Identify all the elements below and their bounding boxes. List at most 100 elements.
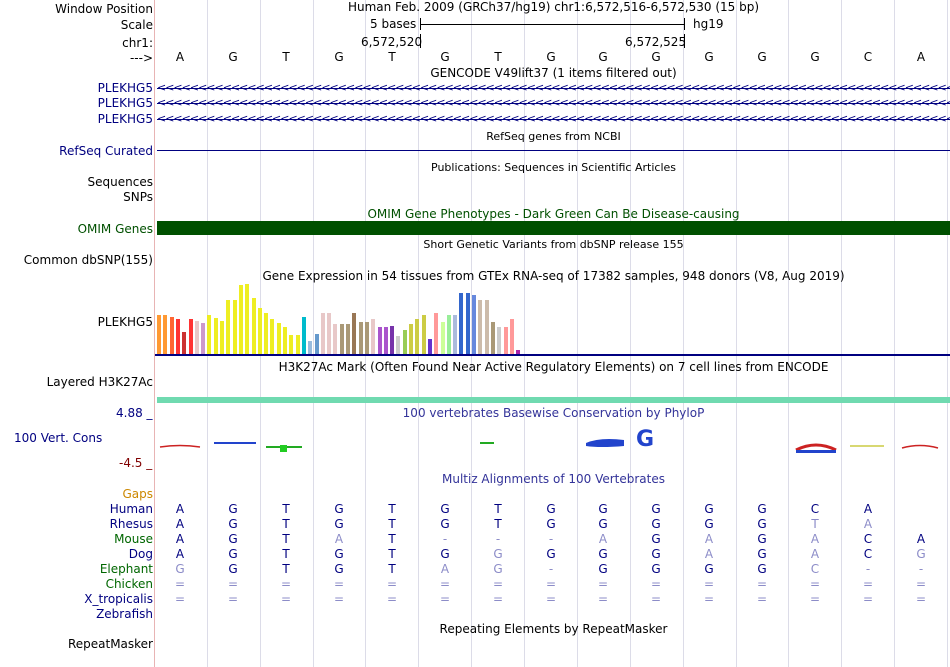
species-label[interactable]: Human bbox=[109, 502, 153, 516]
gtex-tissue-bar[interactable] bbox=[472, 295, 476, 354]
alignment-base: G bbox=[546, 547, 556, 561]
multiz-track-title: Multiz Alignments of 100 Vertebrates bbox=[441, 472, 666, 486]
gtex-tissue-bar[interactable] bbox=[510, 319, 514, 354]
gtex-tissue-bar[interactable] bbox=[252, 298, 256, 354]
species-label[interactable]: Dog bbox=[128, 547, 153, 561]
gtex-tissue-bar[interactable] bbox=[163, 315, 167, 354]
gtex-tissue-bar[interactable] bbox=[346, 324, 350, 354]
gtex-tissue-bar[interactable] bbox=[516, 350, 520, 354]
gtex-tissue-bar[interactable] bbox=[201, 323, 205, 354]
alignment-base: G bbox=[651, 562, 661, 576]
gtex-tissue-bar[interactable] bbox=[239, 285, 243, 354]
alignment-base: = bbox=[333, 592, 345, 606]
species-label[interactable]: Chicken bbox=[105, 577, 153, 591]
h3k27ac-signal[interactable] bbox=[157, 397, 950, 403]
gtex-tissue-bar[interactable] bbox=[283, 327, 287, 354]
gtex-tissue-bar[interactable] bbox=[378, 327, 382, 354]
snps-label[interactable]: SNPs bbox=[123, 190, 153, 204]
alignment-base: A bbox=[175, 502, 185, 516]
species-label[interactable]: X_tropicalis bbox=[84, 592, 153, 606]
gtex-tissue-bar[interactable] bbox=[189, 319, 193, 354]
gtex-tissue-bar[interactable] bbox=[459, 293, 463, 354]
species-label[interactable]: Zebrafish bbox=[96, 607, 153, 621]
alignment-base: - bbox=[548, 562, 554, 576]
refseq-gene-line[interactable] bbox=[157, 150, 950, 151]
gencode-label-1[interactable]: PLEKHG5 bbox=[97, 81, 153, 95]
h3k27ac-label[interactable]: Layered H3K27Ac bbox=[46, 375, 153, 389]
gtex-tissue-bar[interactable] bbox=[157, 315, 161, 354]
gtex-tissue-bar[interactable] bbox=[296, 335, 300, 354]
gtex-tissue-bar[interactable] bbox=[371, 319, 375, 354]
alignment-base: G bbox=[757, 517, 767, 531]
gtex-tissue-bar[interactable] bbox=[428, 339, 432, 354]
gtex-tissue-bar[interactable] bbox=[491, 322, 495, 354]
gtex-tissue-bar[interactable] bbox=[466, 293, 470, 354]
gtex-tissue-bar[interactable] bbox=[289, 335, 293, 354]
strand-arrow-label: ---> bbox=[129, 51, 153, 65]
gtex-tissue-bar[interactable] bbox=[365, 322, 369, 354]
gaps-label[interactable]: Gaps bbox=[122, 487, 153, 501]
guide-line bbox=[524, 0, 525, 667]
refseq-label[interactable]: RefSeq Curated bbox=[59, 144, 153, 158]
species-label[interactable]: Rhesus bbox=[109, 517, 153, 531]
gtex-tissue-bar[interactable] bbox=[504, 327, 508, 354]
gtex-tissue-bar[interactable] bbox=[340, 324, 344, 354]
gtex-tissue-bar[interactable] bbox=[485, 300, 489, 354]
sequences-label[interactable]: Sequences bbox=[87, 175, 153, 189]
phylop-label[interactable]: 100 Vert. Cons bbox=[14, 431, 103, 445]
gtex-tissue-bar[interactable] bbox=[409, 324, 413, 354]
alignment-base: C bbox=[863, 547, 873, 561]
gtex-tissue-bar[interactable] bbox=[182, 332, 186, 354]
gtex-tissue-bar[interactable] bbox=[441, 322, 445, 354]
omim-phenotype-bar[interactable] bbox=[157, 221, 950, 235]
gtex-tissue-bar[interactable] bbox=[447, 315, 451, 354]
gtex-tissue-bar[interactable] bbox=[321, 313, 325, 354]
gtex-label[interactable]: PLEKHG5 bbox=[97, 315, 153, 329]
gtex-tissue-bar[interactable] bbox=[315, 334, 319, 354]
repeatmasker-label[interactable]: RepeatMasker bbox=[67, 637, 153, 651]
gtex-tissue-bar[interactable] bbox=[214, 318, 218, 354]
species-label[interactable]: Mouse bbox=[114, 532, 153, 546]
species-label[interactable]: Elephant bbox=[99, 562, 153, 576]
gtex-tissue-bar[interactable] bbox=[384, 327, 388, 354]
gencode-transcript-2[interactable]: <<<<<<<<<<<<<<<<<<<<<<<<<<<<<<<<<<<<<<<<… bbox=[157, 97, 950, 111]
guide-line bbox=[630, 0, 631, 667]
gtex-tissue-bar[interactable] bbox=[233, 300, 237, 354]
gtex-tissue-bar[interactable] bbox=[270, 319, 274, 354]
alignment-base: = bbox=[174, 577, 186, 591]
gtex-tissue-bar[interactable] bbox=[308, 341, 312, 354]
gencode-transcript-1[interactable]: <<<<<<<<<<<<<<<<<<<<<<<<<<<<<<<<<<<<<<<<… bbox=[157, 82, 950, 96]
gtex-tissue-bar[interactable] bbox=[170, 317, 174, 354]
gtex-tissue-bar[interactable] bbox=[277, 323, 281, 354]
gencode-transcript-3[interactable]: <<<<<<<<<<<<<<<<<<<<<<<<<<<<<<<<<<<<<<<<… bbox=[157, 113, 950, 127]
gtex-tissue-bar[interactable] bbox=[333, 324, 337, 354]
gtex-tissue-bar[interactable] bbox=[176, 319, 180, 354]
gtex-tissue-bar[interactable] bbox=[258, 308, 262, 354]
publications-track-title: Publications: Sequences in Scientific Ar… bbox=[431, 161, 676, 174]
alignment-base: G bbox=[757, 547, 767, 561]
gtex-tissue-bar[interactable] bbox=[453, 315, 457, 354]
gtex-tissue-bar[interactable] bbox=[245, 284, 249, 354]
gtex-tissue-bar[interactable] bbox=[403, 330, 407, 354]
gencode-label-3[interactable]: PLEKHG5 bbox=[97, 112, 153, 126]
gtex-tissue-bar[interactable] bbox=[359, 322, 363, 354]
gtex-tissue-bar[interactable] bbox=[264, 313, 268, 354]
gtex-tissue-bar[interactable] bbox=[497, 327, 501, 354]
omim-label[interactable]: OMIM Genes bbox=[77, 222, 153, 236]
gtex-tissue-bar[interactable] bbox=[327, 313, 331, 354]
gtex-tissue-bar[interactable] bbox=[195, 321, 199, 354]
gtex-tissue-bar[interactable] bbox=[207, 315, 211, 354]
gtex-tissue-bar[interactable] bbox=[226, 300, 230, 354]
dbsnp-label[interactable]: Common dbSNP(155) bbox=[23, 253, 153, 267]
gencode-label-2[interactable]: PLEKHG5 bbox=[97, 96, 153, 110]
gtex-tissue-bar[interactable] bbox=[302, 317, 306, 354]
gtex-tissue-bar[interactable] bbox=[390, 326, 394, 354]
gtex-tissue-bar[interactable] bbox=[396, 336, 400, 354]
gtex-tissue-bar[interactable] bbox=[220, 321, 224, 354]
gtex-tissue-bar[interactable] bbox=[478, 300, 482, 354]
gtex-tissue-bar[interactable] bbox=[434, 313, 438, 354]
gtex-tissue-bar[interactable] bbox=[352, 313, 356, 354]
gtex-tissue-bar[interactable] bbox=[415, 319, 419, 354]
gtex-tissue-bar[interactable] bbox=[422, 315, 426, 354]
